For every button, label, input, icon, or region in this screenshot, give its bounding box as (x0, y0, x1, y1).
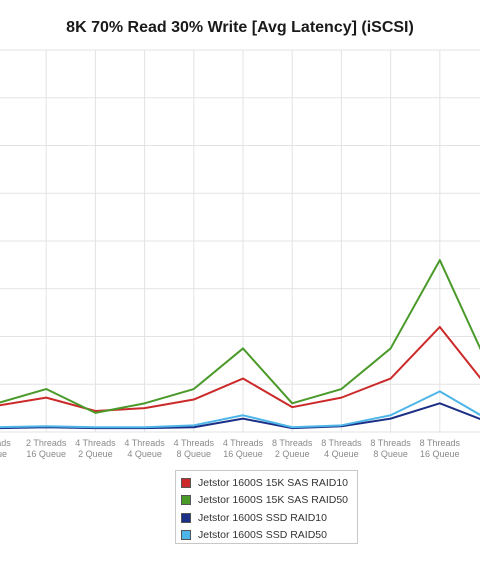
x-tick-label: 16 Queue (26, 449, 66, 459)
legend-label: Jetstor 1600S 15K SAS RAID10 (198, 476, 348, 489)
x-tick-label: 4 Threads (223, 438, 264, 448)
legend-item: Jetstor 1600S 15K SAS RAID50 (181, 492, 357, 510)
legend-swatch (181, 530, 191, 541)
legend-item: Jetstor 1600S 15K SAS RAID10 (181, 474, 357, 492)
x-tick-label: 4 Queue (127, 449, 162, 459)
chart-legend: Jetstor 1600S 15K SAS RAID10 Jetstor 1600… (175, 470, 358, 544)
series-line (0, 259, 480, 414)
x-tick-label: 8 Threads (370, 438, 411, 448)
legend-item: Jetstor 1600S SSD RAID50 (181, 527, 357, 545)
series-line (0, 390, 480, 429)
legend-label: Jetstor 1600S SSD RAID50 (198, 529, 327, 542)
legend-swatch (181, 495, 191, 506)
x-tick-label: 2 Threads (26, 438, 67, 448)
x-tick-label: 2 Queue (275, 449, 310, 459)
x-tick-label: 4 Threads (75, 438, 116, 448)
series-line (0, 325, 480, 412)
x-tick-label: 2 Queue (78, 449, 113, 459)
legend-swatch (181, 477, 191, 488)
x-tick-label: 8 Threads (420, 438, 461, 448)
legend-label: Jetstor 1600S SSD RAID10 (198, 511, 327, 524)
x-tick-label: 8 Threads (321, 438, 362, 448)
x-tick-label: 16 Queue (420, 449, 460, 459)
x-tick-label: 4 Queue (324, 449, 359, 459)
legend-label: Jetstor 1600S 15K SAS RAID50 (198, 494, 348, 507)
x-tick-label: 8 Queue (373, 449, 408, 459)
legend-item: Jetstor 1600S SSD RAID10 (181, 509, 357, 527)
x-tick-label: 4 Threads (124, 438, 165, 448)
chart-title: 8K 70% Read 30% Write [Avg Latency] (iSC… (66, 19, 414, 36)
x-tick-label: 8 Threads (272, 438, 313, 448)
x-tick-label: 4 Threads (174, 438, 215, 448)
x-tick-label: ueue (0, 449, 7, 459)
x-tick-label: 16 Queue (223, 449, 263, 459)
x-tick-label: hreads (0, 438, 11, 448)
x-tick-label: 8 Queue (177, 449, 212, 459)
legend-swatch (181, 512, 191, 523)
